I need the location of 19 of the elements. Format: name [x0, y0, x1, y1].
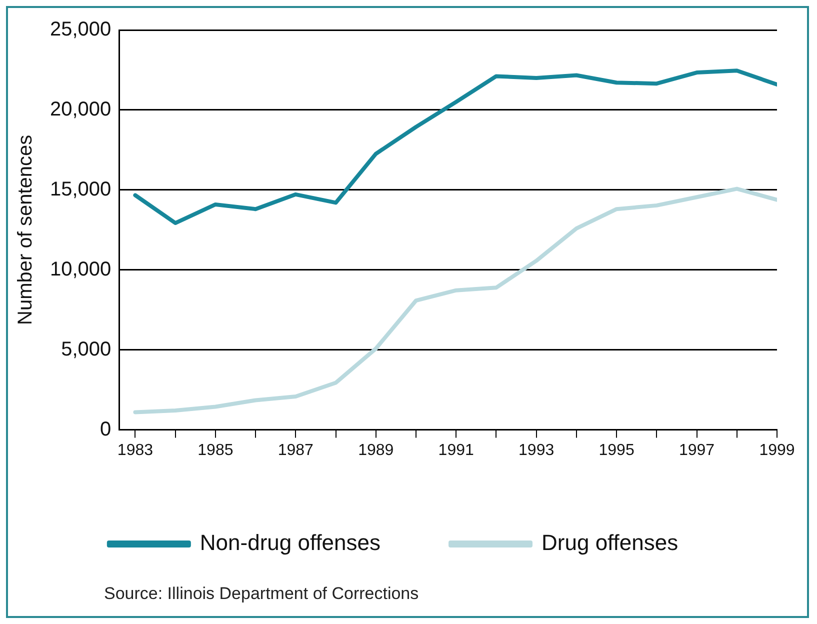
x-tick-label: 1997: [678, 442, 715, 459]
x-tick-label: 1995: [598, 442, 634, 459]
y-tick-label: 15,000: [50, 178, 112, 200]
source-note: Source: Illinois Department of Corrections: [104, 584, 419, 604]
x-tick-label: 1999: [759, 442, 795, 459]
y-tick-label: 5,000: [61, 338, 112, 360]
legend-label: Drug offenses: [542, 530, 678, 556]
y-tick-label: 25,000: [50, 18, 112, 41]
y-tick-label: 10,000: [50, 258, 112, 280]
y-tick-label: 0: [100, 418, 112, 440]
x-tick-label: 1985: [198, 442, 234, 459]
y-axis-title: Number of sentences: [14, 134, 37, 325]
y-tick-label: 20,000: [50, 98, 112, 120]
x-tick-label: 1987: [278, 442, 314, 459]
x-tick-label: 1993: [518, 442, 554, 459]
x-tick-label: 1983: [117, 442, 154, 459]
legend-label: Non-drug offenses: [200, 530, 381, 556]
x-tick-label: 1989: [358, 442, 394, 459]
x-tick-label: 1991: [438, 442, 474, 459]
